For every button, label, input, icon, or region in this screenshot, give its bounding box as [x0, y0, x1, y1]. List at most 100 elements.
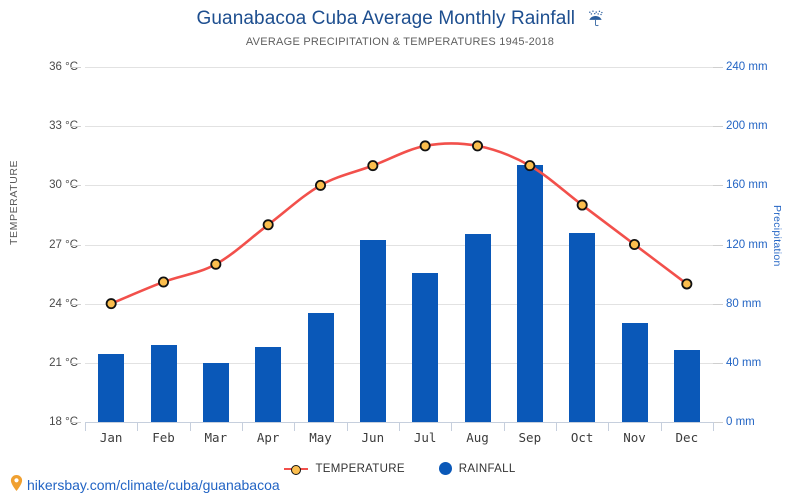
- left-axis-tick-mark: [70, 126, 81, 128]
- rainfall-bar[interactable]: [202, 362, 229, 422]
- left-axis-tick-mark: [70, 67, 81, 68]
- rainfall-bar[interactable]: [307, 312, 334, 422]
- legend-item-temperature[interactable]: TEMPERATURE: [284, 463, 404, 475]
- temperature-point[interactable]: Aug: 32 °C: [471, 140, 483, 152]
- right-axis-tick-mark: [713, 303, 723, 305]
- gridline: [85, 303, 713, 305]
- x-axis-tick-mark: [503, 422, 505, 431]
- x-axis-tick-mark: [399, 422, 400, 431]
- temperature-point[interactable]: Dec: 25 °C: [681, 278, 693, 290]
- right-axis-tick-mark: [713, 244, 723, 246]
- x-axis-tick-mark: [660, 422, 662, 431]
- temperature-point[interactable]: Oct: 29 °C: [576, 199, 588, 211]
- left-axis-tick-mark: [70, 185, 81, 187]
- x-axis-tick-mark: [242, 422, 243, 431]
- line-with-circle-marker-icon: [284, 463, 309, 475]
- left-axis-tick-mark: [70, 244, 81, 246]
- gridline: [85, 362, 713, 364]
- x-axis-tick-mark: [346, 422, 348, 431]
- x-axis-label: Mar: [204, 430, 228, 445]
- umbrella-rain-icon: [587, 10, 604, 33]
- left-axis-tick-label: 36 °C: [49, 61, 78, 73]
- temperature-point[interactable]: May: 30 °C: [314, 179, 326, 191]
- right-axis-title: Precipitation: [771, 205, 783, 267]
- temperature-point[interactable]: Jun: 31 °C: [367, 160, 379, 172]
- left-axis-tick-label: 21 °C: [49, 356, 78, 369]
- temperature-point[interactable]: Jan: 24 °C: [105, 298, 117, 310]
- source-url-text: hikersbay.com/climate/cuba/guanabacoa: [27, 476, 280, 493]
- x-axis-label: Nov: [623, 430, 646, 445]
- left-axis-title: TEMPERATURE: [8, 159, 20, 245]
- right-axis-tick-mark: [713, 67, 723, 68]
- rainfall-bar[interactable]: [621, 322, 648, 422]
- gridline: [85, 185, 713, 187]
- rainfall-bar[interactable]: [412, 272, 439, 422]
- temperature-point[interactable]: Feb: 25.1 °C: [158, 276, 170, 288]
- left-axis-tick-mark: [70, 422, 81, 423]
- source-link[interactable]: hikersbay.com/climate/cuba/guanabacoa: [10, 475, 280, 494]
- x-axis-tick-mark: [556, 422, 557, 431]
- legend-label-temperature: TEMPERATURE: [315, 462, 405, 475]
- x-axis-label: Apr: [256, 430, 280, 445]
- x-axis-label: Dec: [675, 430, 699, 445]
- temperature-line-path: [109, 142, 689, 305]
- rainfall-bar[interactable]: [255, 346, 282, 422]
- x-axis-tick-mark: [451, 422, 453, 431]
- x-axis-tick-mark: [85, 422, 86, 431]
- right-axis-tick-mark: [713, 362, 723, 364]
- temperature-line: Jan: 24 °C Feb: 25.1 °C Mar: 26 °C Apr: 28 …: [105, 140, 693, 310]
- left-axis-tick-label: 30 °C: [49, 179, 78, 192]
- left-axis-tick-mark: [70, 303, 81, 305]
- temperature-point[interactable]: Sep: 31 °C: [524, 160, 536, 172]
- x-axis-label: Jan: [99, 430, 123, 445]
- left-axis-tick-label: 18 °C: [49, 416, 78, 428]
- right-axis-tick-mark: [713, 422, 723, 423]
- right-axis-tick-label: 40 mm: [726, 356, 762, 369]
- right-axis-tick-mark: [713, 185, 723, 187]
- legend-label-rainfall: RAINFALL: [458, 462, 516, 475]
- x-axis-tick-mark: [713, 422, 714, 431]
- gridline: [85, 126, 713, 128]
- temperature-point[interactable]: Mar: 26 °C: [210, 258, 222, 270]
- rainfall-bar[interactable]: [464, 234, 491, 422]
- left-axis-tick-label: 24 °C: [49, 297, 78, 310]
- plot-area: Jan: 24 °C Feb: 25.1 °C Mar: 26 °C Apr: 28 …: [85, 67, 713, 423]
- left-axis-tick-label: 33 °C: [49, 120, 78, 133]
- right-axis-tick-label: 240 mm: [726, 61, 768, 73]
- rainfall-bar[interactable]: [673, 349, 700, 422]
- left-axis-tick-mark: [70, 362, 81, 364]
- rainfall-bar[interactable]: [569, 232, 596, 422]
- gridline: [85, 67, 713, 68]
- legend-item-rainfall[interactable]: RAINFALL: [438, 462, 516, 475]
- x-axis-tick-mark: [608, 422, 610, 431]
- left-axis-tick-label: 27 °C: [49, 238, 78, 251]
- gridline: [85, 244, 713, 246]
- right-axis-tick-mark: [713, 126, 723, 128]
- rainfall-bar[interactable]: [516, 164, 543, 422]
- page-title-text: Guanabacoa Cuba Average Monthly Rainfall: [196, 8, 576, 29]
- x-axis-label: Jul: [413, 430, 437, 445]
- right-axis-tick-label: 0 mm: [726, 416, 755, 428]
- x-axis-label: Feb: [152, 430, 175, 445]
- temperature-point[interactable]: Nov: 27 °C: [629, 238, 641, 250]
- rainfall-bar[interactable]: [98, 353, 125, 422]
- rainfall-bar[interactable]: [359, 240, 386, 422]
- x-axis-tick-mark: [189, 422, 191, 431]
- temperature-point[interactable]: Apr: 28 °C: [262, 219, 274, 231]
- right-axis-tick-label: 120 mm: [726, 238, 768, 251]
- page-title: Guanabacoa Cuba Average Monthly Rainfall: [0, 8, 800, 33]
- x-axis-tick-mark: [137, 422, 139, 431]
- x-axis-label: Sep: [518, 430, 542, 445]
- x-axis-label: Aug: [466, 430, 489, 445]
- right-axis-tick-label: 200 mm: [726, 120, 768, 133]
- rainfall-bar[interactable]: [150, 345, 177, 422]
- right-axis-tick-label: 80 mm: [726, 297, 762, 310]
- page-subtitle: AVERAGE PRECIPITATION & TEMPERATURES 194…: [245, 36, 555, 48]
- right-axis-tick-label: 160 mm: [726, 179, 768, 192]
- x-axis-label: May: [309, 430, 332, 445]
- x-axis-label: Oct: [570, 430, 594, 445]
- filled-circle-icon: [438, 462, 452, 475]
- x-axis-tick-mark: [294, 422, 296, 431]
- temperature-point[interactable]: Jul: 32 °C: [419, 140, 431, 152]
